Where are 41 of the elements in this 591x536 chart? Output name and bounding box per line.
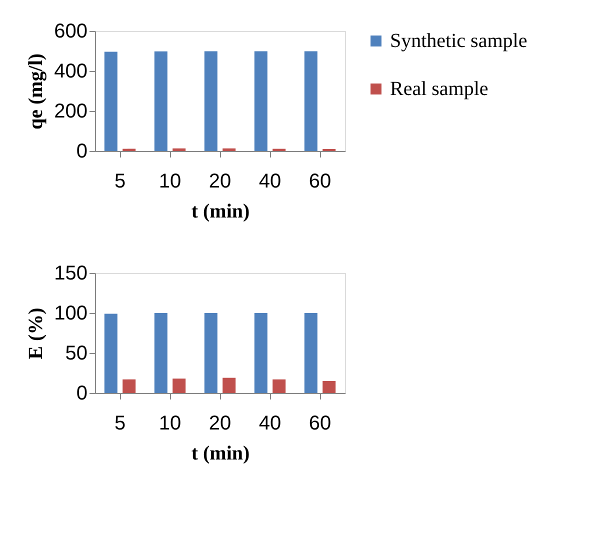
bar: [172, 148, 186, 151]
legend-label: Real sample: [390, 78, 488, 100]
y-tick-label: 0: [76, 140, 88, 162]
bar: [122, 379, 136, 393]
bar: [254, 313, 268, 393]
y-tick-label: 50: [65, 342, 88, 364]
bar: [272, 379, 286, 393]
bar: [104, 314, 118, 393]
x-tick-label: 40: [258, 170, 282, 192]
bar: [154, 51, 168, 151]
bar: [204, 51, 218, 151]
bar: [222, 148, 236, 151]
x-tick-label: 5: [114, 412, 126, 434]
bar: [304, 51, 318, 151]
bar: [322, 381, 336, 393]
bar: [304, 313, 318, 393]
bar: [104, 52, 118, 151]
x-tick-label: 60: [308, 170, 332, 192]
x-tick-label: 5: [114, 170, 126, 192]
x-tick-label: 40: [258, 412, 282, 434]
x-tick-label: 20: [208, 412, 232, 434]
bar: [154, 313, 168, 393]
x-axis-title: t (min): [191, 442, 250, 464]
y-tick-label: 100: [54, 302, 88, 324]
y-tick-label: 400: [54, 60, 88, 82]
x-tick-label: 60: [308, 412, 332, 434]
x-tick-label: 20: [208, 170, 232, 192]
bar: [222, 378, 236, 393]
x-tick-label: 10: [158, 412, 182, 434]
legend-label: Synthetic sample: [390, 30, 528, 52]
bar: [204, 313, 218, 393]
y-axis-title: E (%): [25, 308, 48, 360]
y-tick-label: 600: [54, 20, 88, 42]
x-tick-label: 10: [158, 170, 182, 192]
bar: [172, 378, 186, 393]
y-tick-label: 200: [54, 100, 88, 122]
x-axis-title: t (min): [191, 200, 250, 222]
y-tick-label: 150: [54, 262, 88, 284]
bar: [254, 51, 268, 151]
y-axis-title: qe (mg/l): [25, 53, 48, 130]
y-tick-label: 0: [76, 382, 88, 404]
